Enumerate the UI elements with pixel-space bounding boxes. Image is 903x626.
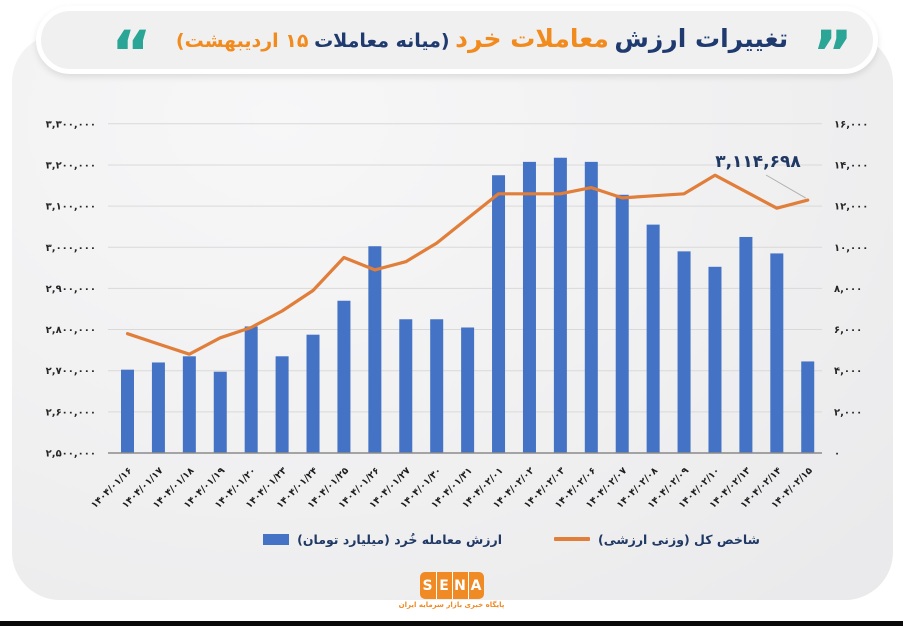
svg-text:۳,۲۰۰,۰۰۰: ۳,۲۰۰,۰۰۰ [46, 160, 96, 171]
legend-index-label: شاخص کل (وزنی ارزشی) [597, 531, 760, 547]
bar [615, 194, 629, 453]
svg-text:۱۴,۰۰۰: ۱۴,۰۰۰ [834, 160, 868, 171]
bar [708, 266, 722, 453]
sena-logo-box: S E N A [419, 572, 484, 599]
bar [430, 319, 444, 453]
svg-text:۲,۰۰۰: ۲,۰۰۰ [834, 407, 862, 418]
svg-text:۲,۵۰۰,۰۰۰: ۲,۵۰۰,۰۰۰ [46, 449, 96, 460]
svg-text:۰: ۰ [834, 449, 840, 460]
bar [244, 326, 258, 453]
index-line [125, 173, 810, 356]
line-swatch-icon [553, 537, 590, 541]
title-part-orange: معاملات خرد [455, 23, 609, 53]
annotation-label: ۳,۱۱۴,۶۹۸ [715, 152, 801, 172]
bar [677, 251, 691, 453]
bar [368, 246, 382, 453]
bars-series [121, 157, 815, 454]
page-title: تغییرات ارزش معاملات خرد (میانه معاملات … [176, 10, 788, 71]
sena-letter: A [467, 572, 484, 599]
title-part-navy: تغییرات ارزش [614, 23, 789, 53]
svg-text:۱۲,۰۰۰: ۱۲,۰۰۰ [834, 202, 868, 213]
bar [337, 300, 351, 453]
svg-text:۱۰,۰۰۰: ۱۰,۰۰۰ [834, 243, 868, 254]
left-axis-labels: ۳,۳۰۰,۰۰۰ ۳,۲۰۰,۰۰۰ ۳,۱۰۰,۰۰۰ ۳,۰۰۰,۰۰۰ ۲,۹۰… [46, 119, 96, 459]
right-axis-labels: ۱۶,۰۰۰ ۱۴,۰۰۰ ۱۲,۰۰۰ ۱۰,۰۰۰ ۸,۰۰۰ ۶,۰۰۰ ۴,۰۰۰ ۲… [834, 119, 868, 459]
svg-text:۶,۰۰۰: ۶,۰۰۰ [834, 325, 862, 336]
svg-text:۳,۱۰۰,۰۰۰: ۳,۱۰۰,۰۰۰ [46, 202, 96, 213]
bottom-border [0, 621, 903, 626]
bar [553, 157, 567, 453]
bar [492, 175, 506, 454]
sena-letter: N [451, 572, 468, 599]
svg-text:۳,۰۰۰,۰۰۰: ۳,۰۰۰,۰۰۰ [46, 243, 96, 254]
bar [151, 362, 165, 453]
x-axis-labels: ۱۴۰۴/۰۱/۱۶۱۴۰۴/۰۱/۱۷۱۴۰۴/۰۱/۱۸۱۴۰۴/۰۱/۱۹… [89, 465, 815, 511]
bar [801, 361, 815, 453]
svg-text:۲,۹۰۰,۰۰۰: ۲,۹۰۰,۰۰۰ [46, 284, 96, 295]
sena-logo-tagline: پایگاه خبری بازار سرمایه ایران [398, 601, 505, 609]
sena-logo: S E N A پایگاه خبری بازار سرمایه ایران [0, 572, 903, 609]
bar-swatch-icon [263, 533, 290, 545]
legend-item-value: ارزش معامله خُرد (میلیارد تومان) [263, 532, 502, 547]
svg-text:۲,۸۰۰,۰۰۰: ۲,۸۰۰,۰۰۰ [46, 325, 96, 336]
svg-text:۸,۰۰۰: ۸,۰۰۰ [834, 284, 862, 295]
legend-value-label: ارزش معامله خُرد (میلیارد تومان) [297, 531, 502, 547]
subtitle-part-orange: ۱۵ اردیبهشت) [175, 29, 309, 52]
legend-item-index: شاخص کل (وزنی ارزشی) [553, 531, 760, 547]
bar [584, 161, 598, 453]
bar [739, 236, 753, 453]
bar [646, 224, 660, 453]
bar [121, 369, 134, 453]
sena-letter: E [435, 572, 452, 599]
bar [522, 161, 536, 453]
bar [770, 253, 784, 453]
chart-legend: شاخص کل (وزنی ارزشی) ارزش معامله خُرد (م… [120, 527, 903, 551]
svg-text:۲,۶۰۰,۰۰۰: ۲,۶۰۰,۰۰۰ [46, 407, 96, 418]
svg-text:۱۶,۰۰۰: ۱۶,۰۰۰ [834, 119, 868, 130]
bar [213, 371, 227, 453]
svg-text:۴,۰۰۰: ۴,۰۰۰ [834, 366, 862, 377]
bar [399, 319, 413, 453]
svg-text:۳,۳۰۰,۰۰۰: ۳,۳۰۰,۰۰۰ [46, 119, 96, 130]
gridlines [108, 123, 822, 413]
title-banner: ” تغییرات ارزش معاملات خرد (میانه معاملا… [36, 6, 878, 85]
bar [182, 356, 196, 453]
annotation-leader-line [765, 174, 806, 199]
bar [275, 356, 289, 453]
subtitle-part-navy: (میانه معاملات [314, 29, 450, 52]
bar [461, 327, 475, 453]
svg-text:۲,۷۰۰,۰۰۰: ۲,۷۰۰,۰۰۰ [46, 366, 96, 377]
bar [306, 334, 320, 453]
sena-letter: S [422, 577, 433, 594]
